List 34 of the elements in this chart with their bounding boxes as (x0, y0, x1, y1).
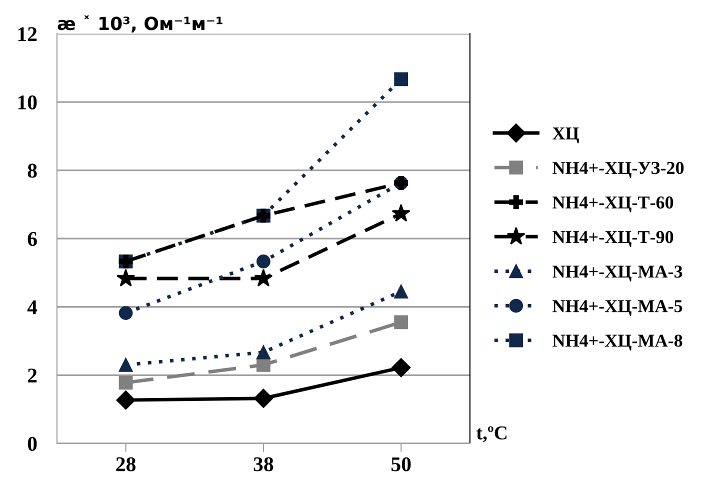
legend-label: NH4+-ХЦ-Т-90 (552, 230, 674, 247)
point (118, 358, 133, 372)
legend-label: NH4+-ХЦ-МА-8 (552, 334, 682, 350)
point (256, 345, 270, 360)
legend-label: NH4+-ХЦ-УЗ-20 (552, 162, 684, 178)
x-axis-title: t,ºC (476, 426, 506, 442)
y-tick-label: 0 (28, 436, 37, 451)
y-tick-label: 10 (18, 95, 37, 110)
point (394, 72, 408, 86)
point (392, 358, 411, 378)
legend-label: NH4+-ХЦ-МА-5 (552, 300, 682, 316)
legend-label: NH4+-ХЦ-МА-3 (552, 266, 682, 282)
point (118, 376, 133, 390)
x-tick-label: 50 (392, 457, 411, 472)
point (254, 268, 273, 287)
point (392, 204, 410, 222)
point (116, 268, 136, 287)
y-axis-title: æ ˟ 10³, Ом⁻¹м⁻¹ (58, 16, 222, 33)
point (394, 315, 408, 330)
x-tick-label: 38 (254, 457, 274, 472)
x-tick-label: 28 (116, 457, 136, 472)
point (254, 388, 273, 408)
legend-label: ХЦ (552, 128, 580, 144)
y-tick-label: 12 (18, 27, 37, 41)
y-tick-label: 2 (28, 368, 37, 382)
y-tick-label: 8 (28, 164, 37, 178)
point (256, 254, 270, 268)
point (118, 306, 133, 320)
point (256, 358, 270, 372)
y-tick-label: 6 (28, 232, 37, 246)
legend-label: NH4+-ХЦ-Т-60 (552, 196, 674, 212)
y-tick-label: 4 (27, 300, 38, 314)
point (394, 284, 408, 298)
point (116, 390, 136, 410)
